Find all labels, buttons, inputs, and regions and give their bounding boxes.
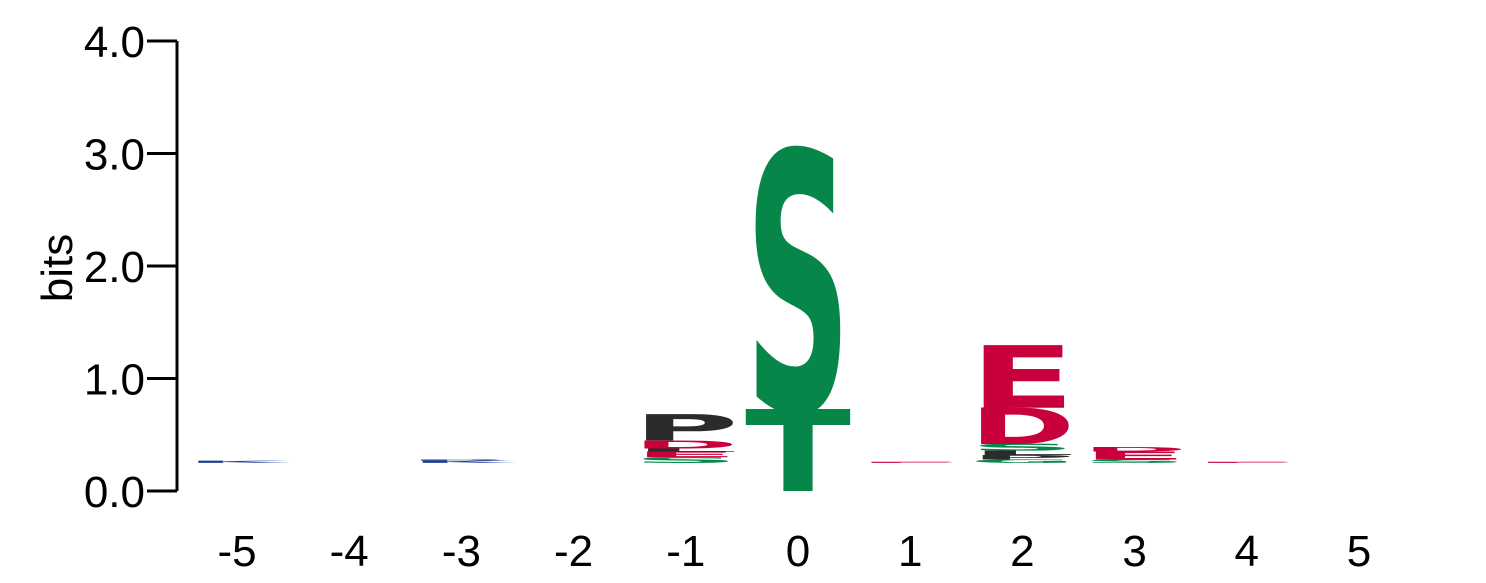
logo-letter-k: K xyxy=(411,460,517,464)
y-tick-label: 4.0 xyxy=(84,18,145,67)
logo-letter-s: S xyxy=(969,442,1075,453)
logo-letter-e: E xyxy=(1194,461,1300,463)
logo-letter-s: S xyxy=(745,81,851,495)
logo-letter-p: P xyxy=(969,454,1075,461)
logo-letter-d: D xyxy=(969,397,1075,455)
x-tick-label: 2 xyxy=(1010,527,1034,576)
y-tick-label: 0.0 xyxy=(84,468,145,517)
x-tick-label: -4 xyxy=(330,527,369,576)
logo-letter-s: S xyxy=(633,456,739,465)
logo-letter-k: K xyxy=(186,460,292,464)
logo-letter-l: L xyxy=(633,447,739,452)
y-tick-label: 3.0 xyxy=(84,131,145,180)
x-tick-label: 1 xyxy=(898,527,922,576)
logo-letter-r: R xyxy=(408,459,514,461)
logo-letter-p: P xyxy=(633,407,739,449)
y-axis-label: bits xyxy=(33,234,82,302)
x-tick-label: -5 xyxy=(217,527,256,576)
y-tick-label: 1.0 xyxy=(84,356,145,405)
logo-letter-t: T xyxy=(745,387,851,518)
x-tick-labels: -5 -4 -3 -2 -1 0 1 2 3 4 5 xyxy=(217,527,1371,576)
x-tick-label: -1 xyxy=(666,527,705,576)
logo-letter-e: E xyxy=(969,328,1075,428)
y-tick-label: 2.0 xyxy=(84,243,145,292)
logo-letter-e: E xyxy=(857,461,963,463)
x-tick-label: 0 xyxy=(786,527,810,576)
x-tick-label: 5 xyxy=(1347,527,1371,576)
logo-letter-d: D xyxy=(633,438,739,451)
x-tick-label: -3 xyxy=(442,527,481,576)
logo-letter-e: E xyxy=(633,450,739,459)
logo-letter-s: S xyxy=(1082,459,1188,464)
logo-letter-e: E xyxy=(1082,449,1188,462)
logo-letter-d: D xyxy=(1082,446,1188,453)
logo-letter-l: L xyxy=(969,449,1075,456)
x-tick-label: 4 xyxy=(1235,527,1259,576)
x-tick-label: 3 xyxy=(1122,527,1146,576)
x-tick-label: -2 xyxy=(554,527,593,576)
y-ticks: 0.0 1.0 2.0 3.0 4.0 xyxy=(84,18,177,517)
logo-letter-g: G xyxy=(969,459,1075,464)
